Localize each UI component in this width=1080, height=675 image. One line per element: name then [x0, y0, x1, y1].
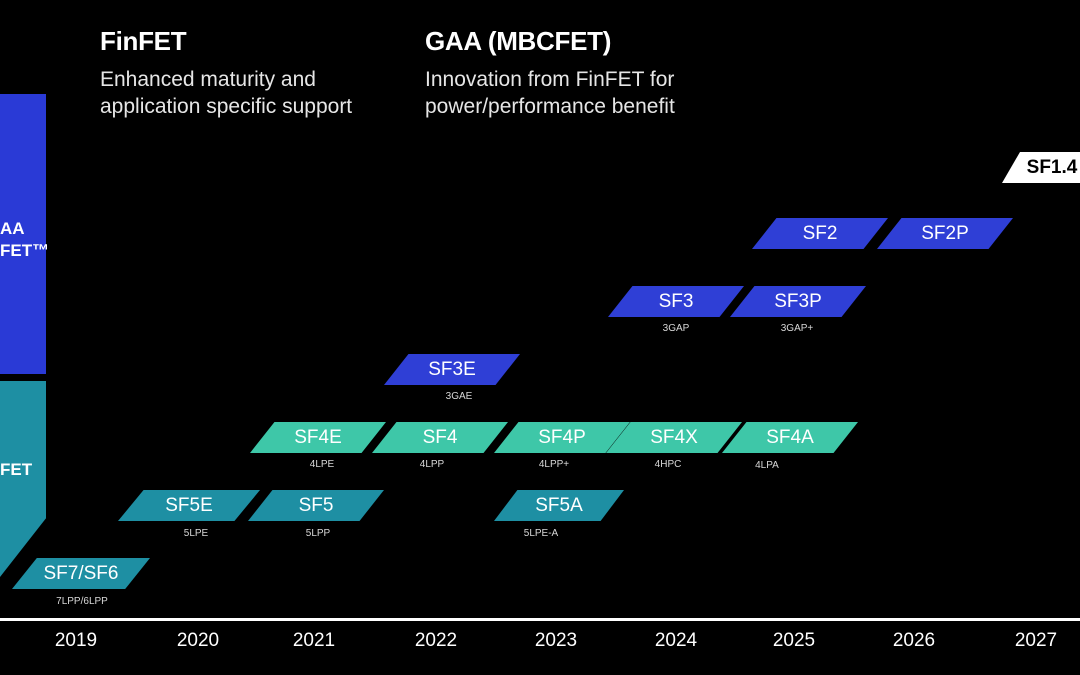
gaa-band: AA FET™ — [0, 94, 50, 374]
node-sf3e-label: SF3E — [428, 358, 476, 380]
node-sf2-label: SF2 — [802, 222, 838, 244]
node-sf4a-sub: 4LPA — [755, 460, 779, 471]
node-sf3p-sub: 3GAP+ — [780, 323, 814, 334]
node-sf3p: SF3P — [730, 286, 866, 317]
node-sf2p-label: SF2P — [921, 222, 969, 244]
node-sf3-sub: 3GAP — [662, 323, 690, 334]
year-label-2020: 2020 — [176, 630, 220, 651]
node-sf4e-sub: 4LPE — [309, 459, 335, 470]
gaa-desc-line2: power/performance benefit — [425, 95, 675, 118]
node-sf5-label: SF5 — [298, 494, 334, 516]
node-sf4p-sub: 4LPP+ — [538, 459, 570, 470]
node-sf4x-sub: 4HPC — [654, 459, 682, 470]
year-label-2023: 2023 — [534, 630, 578, 651]
node-sf5a-label: SF5A — [535, 494, 583, 516]
node-sf4e-label: SF4E — [294, 426, 342, 448]
node-sf3-label: SF3 — [658, 290, 694, 312]
node-sf4a: SF4A — [722, 422, 858, 453]
node-sf5e-sub: 5LPE — [183, 528, 209, 539]
finfet-band-label: FET — [0, 460, 33, 479]
finfet-description: Enhanced maturity and application specif… — [100, 66, 352, 120]
node-sf4p: SF4P — [494, 422, 630, 453]
gaa-band-label: AA FET™ — [0, 219, 50, 260]
node-sf4p-label: SF4P — [538, 426, 586, 448]
year-label-2022: 2022 — [414, 630, 458, 651]
finfet-desc-line2: application specific support — [100, 95, 353, 118]
finfet-band: FET — [0, 381, 46, 577]
gaa-title: GAA (MBCFET) — [425, 26, 612, 56]
node-sf1-4: SF1.4 — [1002, 152, 1080, 183]
timeline-axis — [0, 618, 1080, 621]
node-sf4-label: SF4 — [422, 426, 458, 448]
year-label-2026: 2026 — [892, 630, 936, 651]
node-sf4: SF4 — [372, 422, 508, 453]
node-sf5a: SF5A — [494, 490, 624, 521]
node-sf3e: SF3E — [384, 354, 520, 385]
gaa-desc-line1: Innovation from FinFET for — [425, 68, 675, 91]
node-sf5e: SF5E — [118, 490, 260, 521]
node-sf1-4-label: SF1.4 — [1026, 156, 1078, 178]
year-label-2021: 2021 — [292, 630, 336, 651]
node-sf2: SF2 — [752, 218, 888, 249]
node-sf3: SF3 — [608, 286, 744, 317]
node-sf5: SF5 — [248, 490, 384, 521]
node-sf5-sub: 5LPP — [305, 528, 331, 539]
node-sf2p: SF2P — [877, 218, 1013, 249]
gaa-description: Innovation from FinFET for power/perform… — [425, 66, 675, 120]
year-label-2019: 2019 — [54, 630, 98, 651]
node-sf4a-label: SF4A — [766, 426, 814, 448]
finfet-desc-line1: Enhanced maturity and — [100, 68, 316, 91]
node-sf7-sf6-sub: 7LPP/6LPP — [56, 596, 108, 607]
year-label-2025: 2025 — [772, 630, 816, 651]
node-sf5a-sub: 5LPE-A — [523, 528, 559, 539]
year-label-2027: 2027 — [1014, 630, 1058, 651]
node-sf4x-label: SF4X — [650, 426, 698, 448]
node-sf4-sub: 4LPP — [419, 459, 445, 470]
node-sf5e-label: SF5E — [165, 494, 213, 516]
year-label-2024: 2024 — [654, 630, 698, 651]
node-sf7-sf6-label: SF7/SF6 — [43, 562, 119, 584]
node-sf4e: SF4E — [250, 422, 386, 453]
node-sf4x: SF4X — [606, 422, 742, 453]
finfet-title: FinFET — [100, 26, 187, 56]
node-sf3p-label: SF3P — [774, 290, 822, 312]
node-sf3e-sub: 3GAE — [445, 391, 473, 402]
node-sf7-sf6: SF7/SF6 — [12, 558, 150, 589]
